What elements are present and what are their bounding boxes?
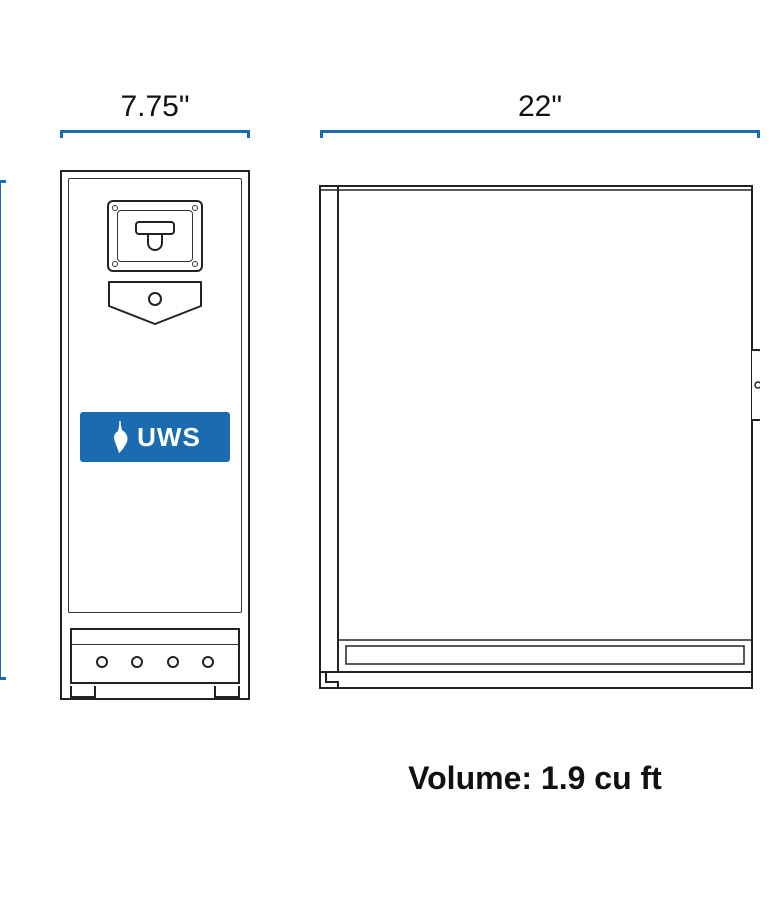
diagram-stage: 7.75" 22" 75" [10,60,760,840]
latch-screw-icon [112,261,118,267]
latch-plate [107,200,203,272]
dimension-width-label: 7.75" [120,90,189,123]
mount-hole-icon [167,656,179,668]
mount-hole-icon [96,656,108,668]
lock-plate [107,280,203,326]
bottom-rail [70,628,240,684]
brand-badge: UWS [80,412,230,462]
dimension-depth-bar [320,130,760,138]
dimension-depth: 22" [320,90,760,138]
dimension-height: 75" [0,180,20,680]
front-view: UWS [60,170,250,700]
mount-hole-icon [131,656,143,668]
dimension-width: 7.75" [60,90,250,138]
foot-icon [70,686,96,698]
brand-text: UWS [137,422,201,453]
latch-recess [117,210,193,262]
volume-caption: Volume: 1.9 cu ft [320,760,750,797]
keyhole-icon [148,292,162,306]
rail-holes-row [72,656,238,668]
rail-ridge [72,644,238,645]
dimension-width-bar [60,130,250,138]
mount-hole-icon [202,656,214,668]
marlin-fish-icon [109,420,131,454]
latch-screw-icon [192,205,198,211]
foot-icon [214,686,240,698]
t-handle-stem [147,233,163,251]
side-view [310,170,760,700]
dimension-height-label: 75" [0,410,10,444]
latch-screw-icon [112,205,118,211]
dimension-depth-label: 22" [518,90,562,123]
latch-screw-icon [192,261,198,267]
feet-row [70,686,240,698]
